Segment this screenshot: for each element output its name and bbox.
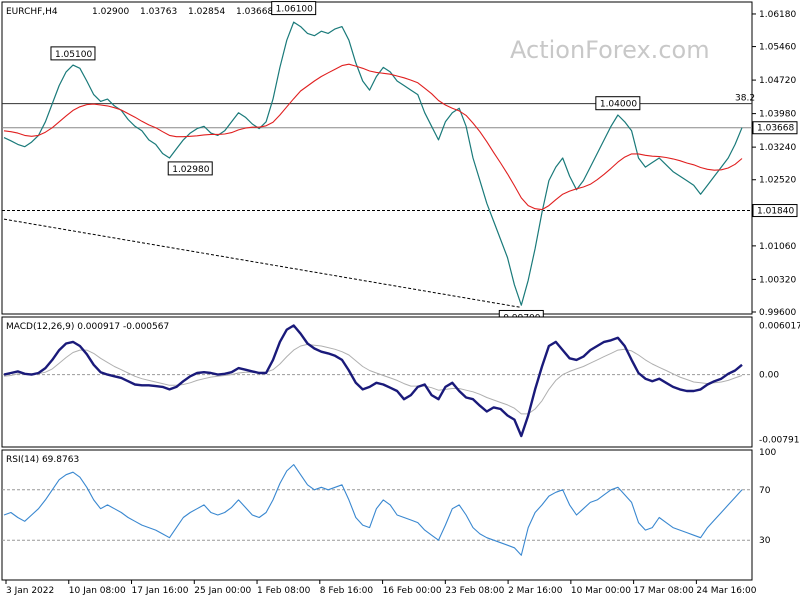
x-tick-label: 10 Jan 08:00 [69,586,126,596]
x-tick-label: 17 Mar 08:00 [634,586,694,596]
macd-tick-label: 0.006017 [759,321,800,331]
annotation-label: 1.06100 [276,5,313,15]
rsi-line [3,464,743,556]
x-tick-label: 23 Feb 08:00 [445,586,504,596]
price-marker-label: 1.03668 [757,124,794,134]
price-tick-label: 1.06180 [759,10,796,20]
price-tick-label: 1.03980 [759,110,796,120]
macd-panel-title: MACD(12,26,9) 0.000917 -0.000567 [6,322,169,332]
x-tick-label: 2 Mar 16:00 [508,586,563,596]
price-panel-title: EURCHF,H4 [6,7,58,17]
annotation-box [50,46,96,61]
price-tick-label: 1.00320 [759,275,796,285]
annotation-label: 1.05100 [55,50,92,60]
macd-panel: MACD(12,26,9) 0.000917 -0.000567 0.00601… [1,316,800,448]
x-tick-label: 25 Jan 00:00 [194,586,251,596]
x-tick-label: 3 Jan 2022 [6,586,54,596]
price-panel-frame [1,1,753,315]
macd-line [3,324,743,438]
price-tick-label: 1.04720 [759,76,796,86]
x-tick-label: 1 Feb 08:00 [257,586,311,596]
watermark: ActionForex.com [510,36,710,64]
annotation-box [595,96,641,111]
ohlc-low: 1.02854 [188,7,225,17]
price-panel: EURCHF,H4 1.02900 1.03763 1.02854 1.0366… [1,1,798,324]
x-tick-label: 16 Feb 00:00 [383,586,442,596]
moving-average-line [3,63,743,211]
rsi-panel-frame [1,449,753,581]
price-tick-label: 0.99600 [759,308,796,318]
ohlc-high: 1.03763 [140,7,177,17]
price-tick-label: 1.03240 [759,143,796,153]
annotation-label: 1.02980 [172,165,209,175]
macd-signal-line [3,343,743,415]
price-line [3,21,743,306]
rsi-panel: RSI(14) 69.8763 100 70 30 [1,448,776,581]
x-tick-label: 24 Mar 16:00 [696,586,756,596]
price-marker-label: 1.01840 [757,207,794,217]
fib-level-label: 38.2 [735,94,755,104]
ohlc-open: 1.02900 [92,7,129,17]
price-marker-box [752,121,798,135]
rsi-tick-label: 100 [759,448,776,458]
x-tick-label: 8 Feb 16:00 [320,586,374,596]
annotation-box [271,1,317,16]
x-tick-label: 10 Mar 00:00 [571,586,631,596]
price-marker-box [752,204,798,218]
x-axis: 3 Jan 2022 10 Jan 08:00 17 Jan 16:00 25 Jan… [5,580,757,596]
macd-tick-label: -0.007911 [759,435,800,445]
annotation-label: 1.04000 [600,100,637,110]
price-tick-label: 1.02520 [759,176,796,186]
rsi-tick-label: 70 [759,486,771,496]
rsi-tick-label: 30 [759,536,771,546]
ohlc-close: 1.03668 [236,7,273,17]
annotation-box [167,161,213,176]
macd-tick-label: 0.00 [759,371,779,381]
x-tick-label: 17 Jan 16:00 [132,586,189,596]
rsi-panel-title: RSI(14) 69.8763 [6,455,79,465]
price-tick-label: 1.05460 [759,43,796,53]
price-tick-label: 1.01060 [759,242,796,252]
trendline [3,218,522,308]
